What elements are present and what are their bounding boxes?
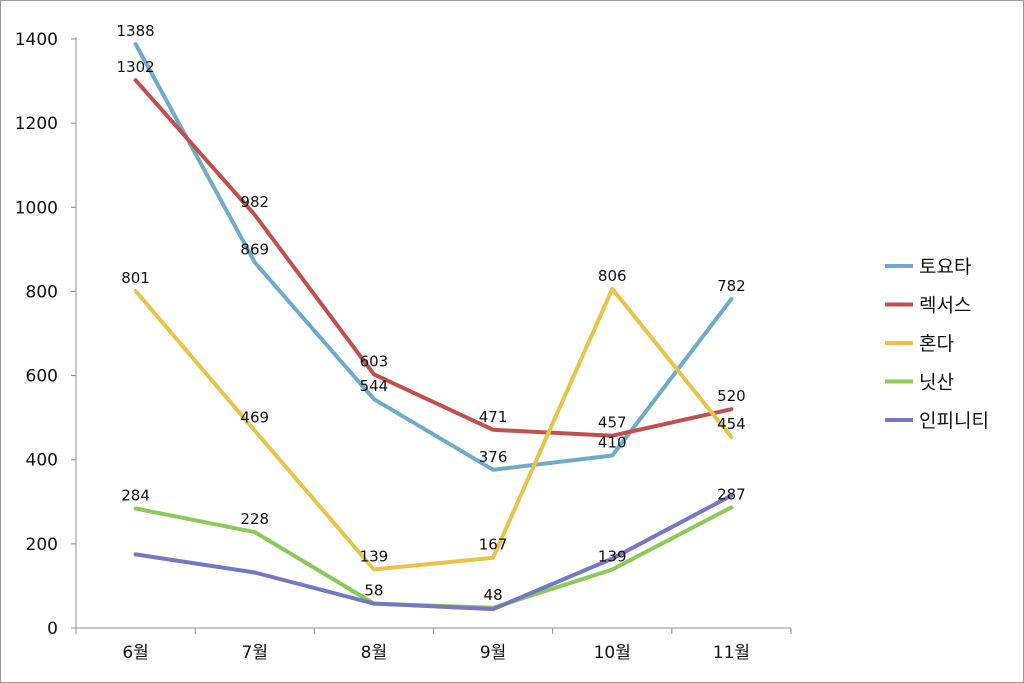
data-label: 48: [484, 586, 503, 604]
x-tick-label: 7월: [242, 643, 268, 663]
x-tick-label: 10월: [594, 643, 631, 663]
y-tick-label: 1400: [15, 30, 58, 50]
data-label: 376: [479, 448, 508, 466]
legend-label: 인피니티: [919, 410, 989, 432]
y-tick-label: 400: [26, 451, 58, 471]
legend-label: 토요타: [919, 256, 971, 278]
y-tick-label: 200: [26, 535, 58, 555]
x-axis-ticks: 6월 7월 8월 9월 10월 11월: [75, 628, 792, 663]
data-label: 782: [717, 277, 746, 295]
data-label: 1302: [116, 58, 154, 76]
data-label: 471: [479, 408, 508, 426]
x-tick-label: 11월: [713, 643, 750, 663]
series-line-3: [133, 505, 734, 610]
data-label: 544: [360, 377, 389, 395]
data-label: 410: [598, 434, 627, 452]
y-tick-label: 600: [26, 367, 58, 387]
series-line-4: [133, 493, 734, 612]
x-tick-label: 9월: [480, 643, 506, 663]
legend-label: 닛산: [919, 372, 954, 394]
series-line-2: [133, 286, 734, 572]
data-label: 982: [240, 193, 269, 211]
y-tick-label: 1200: [15, 114, 58, 134]
y-tick-label: 800: [26, 282, 58, 302]
data-label: 139: [360, 548, 389, 566]
series-line-1: [133, 78, 734, 438]
data-label: 801: [121, 269, 150, 287]
data-label: 167: [479, 536, 508, 554]
data-label: 457: [598, 414, 627, 432]
x-tick-label: 8월: [361, 643, 387, 663]
y-tick-label: 0: [47, 619, 58, 639]
y-tick-label: 1000: [15, 198, 58, 218]
data-label: 520: [717, 387, 746, 405]
data-label: 284: [121, 487, 150, 505]
data-label: 1388: [116, 22, 154, 40]
axes: [75, 37, 791, 629]
series-line-0: [133, 42, 734, 472]
series-lines: [133, 42, 734, 612]
data-label: 469: [240, 409, 269, 427]
data-labels: 1388 869 544 376 410 782 1302 982 603 471 457 520 80…: [116, 22, 745, 604]
legend-label: 렉서스: [919, 295, 971, 317]
data-label: 139: [598, 548, 627, 566]
data-label: 869: [240, 240, 269, 258]
y-axis-ticks: 0 200 400 600 800 1000 1200 1400: [15, 30, 76, 639]
data-label: 603: [360, 352, 389, 370]
x-tick-label: 6월: [122, 643, 148, 663]
data-label: 454: [717, 415, 746, 433]
data-label: 806: [598, 267, 627, 285]
data-label: 58: [364, 582, 383, 600]
data-label: 228: [240, 510, 269, 528]
data-label: 287: [717, 485, 746, 503]
legend-label: 혼다: [919, 333, 954, 355]
